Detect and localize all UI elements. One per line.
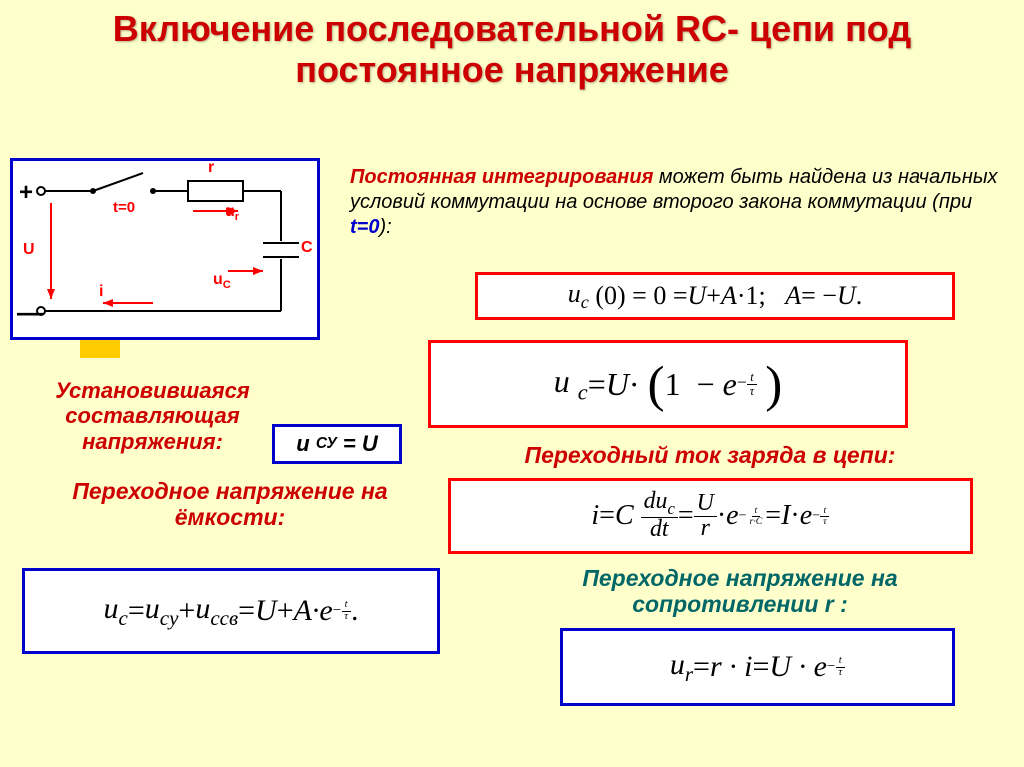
minus-label: — (17, 297, 43, 328)
formula-uc-sum: uc = ucy + uссв = U + A·e−tτ. (22, 568, 440, 654)
circuit-diagram: + — U r C t=0 i ur uC (10, 158, 320, 340)
t0-label: t=0 (113, 199, 135, 216)
i-label: i (99, 283, 103, 301)
uc-label: uC (213, 271, 231, 291)
transient-i-label: Переходный ток заряда в цепи: (460, 442, 960, 469)
transient-uc-label: Переходное напряжение на ёмкости: (40, 478, 420, 531)
formula-i: i = C ducdt = Ur · e−tr·C = I · e−tτ (448, 478, 973, 554)
formula-ucy: u СУ = U (272, 424, 402, 464)
formula-uc-exp: u c = U · (1 − e−tτ ) (428, 340, 908, 428)
formula-ur: ur = r · i = U · e−tτ (560, 628, 955, 706)
ur-label: ur (225, 203, 239, 223)
u-label: U (23, 241, 35, 259)
c-label: C (301, 239, 313, 257)
transient-ur-label: Переходное напряжение на сопротивлении r… (500, 565, 980, 618)
page-title: Включение последовательной RC- цепи под … (0, 0, 1024, 103)
steady-state-label: Установившаяся составляющая напряжения: (30, 378, 275, 454)
r-label: r (208, 159, 214, 177)
intro-paragraph: Постоянная интегрирования может быть най… (350, 165, 1000, 240)
decoration-bar (80, 340, 120, 358)
plus-label: + (19, 179, 33, 207)
formula-initial: uc (0) = 0 = U + A·1; A = −U. (475, 272, 955, 320)
